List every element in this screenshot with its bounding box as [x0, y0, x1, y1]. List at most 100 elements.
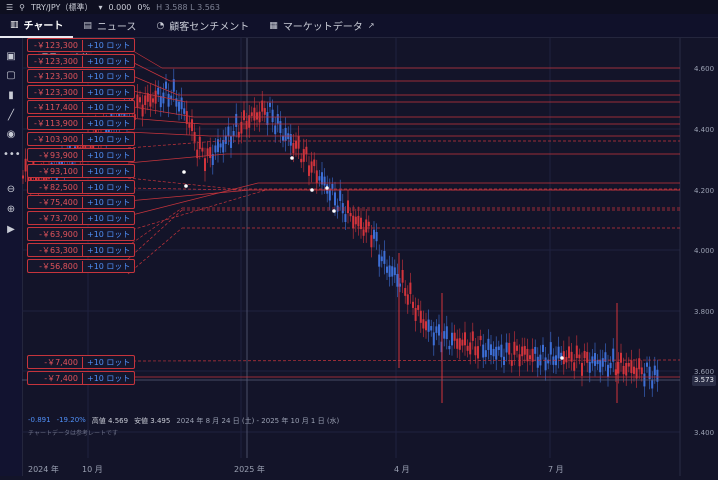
tab-news[interactable]: ▤ ニュース: [83, 20, 137, 34]
zoom-in-icon[interactable]: ⊕: [6, 204, 16, 215]
play-icon[interactable]: ▶: [7, 224, 15, 235]
tab-chart[interactable]: ▥ チャート: [0, 13, 74, 38]
order-label[interactable]: -￥113,900 +10 ロット: [27, 116, 136, 130]
candle: [185, 111, 188, 125]
zoom-out-icon[interactable]: ⊖: [6, 184, 16, 195]
market-data-icon: ▦: [269, 20, 278, 31]
candle: [651, 379, 654, 389]
candle: [458, 338, 461, 350]
more-icon[interactable]: •••: [3, 149, 21, 160]
order-label[interactable]: -￥7,400 +10 ロット: [27, 355, 136, 369]
stats-line: -0.891 -19.20% 高値 4.569 安値 3.495 2024 年 …: [28, 416, 339, 426]
order-label[interactable]: -￥73,700 +10 ロット: [27, 211, 136, 225]
order-qty: +10 ロット: [87, 373, 131, 383]
candle: [167, 93, 170, 107]
candle: [253, 107, 256, 121]
candle: [328, 188, 331, 201]
candle: [144, 95, 147, 105]
candle: [495, 346, 498, 360]
candle: [529, 355, 531, 360]
order-label[interactable]: -￥82,500 +10 ロット: [27, 180, 136, 194]
order-label[interactable]: -￥123,300 +10 ロット: [27, 54, 136, 68]
dropdown-icon[interactable]: ▾: [98, 2, 103, 12]
order-pl: -￥63,300: [28, 244, 83, 256]
tab-market-data[interactable]: ▦ マーケットデータ ↗: [269, 20, 375, 34]
candle: [318, 176, 321, 181]
order-qty: +10 ロット: [87, 357, 131, 367]
candle: [201, 147, 204, 152]
order-qty: +10 ロット: [87, 213, 131, 223]
candle: [414, 307, 417, 321]
order-leader-line: [127, 73, 179, 96]
candle: [24, 158, 27, 172]
order-leader-line: [127, 131, 211, 137]
candle: [591, 356, 594, 364]
symbol-label[interactable]: TRY/JPY（標準）: [31, 2, 93, 12]
candle: [300, 158, 303, 163]
candle: [427, 319, 430, 332]
eye-icon[interactable]: ◉: [6, 129, 16, 140]
candle: [305, 146, 308, 155]
candle: [612, 348, 615, 362]
candle: [653, 365, 656, 376]
candle: [432, 332, 435, 346]
order-label[interactable]: -￥75,400 +10 ロット: [27, 195, 136, 209]
entry-marker: [310, 188, 314, 192]
candle: [438, 324, 440, 336]
x-tick: 2025 年: [234, 465, 265, 474]
candle: [555, 355, 557, 366]
order-label[interactable]: -￥123,300 +10 ロット: [27, 69, 136, 83]
candle: [425, 321, 427, 331]
candle: [586, 351, 589, 363]
order-label[interactable]: -￥63,900 +10 ロット: [27, 227, 136, 241]
order-label[interactable]: -￥63,300 +10 ロット: [27, 243, 136, 257]
candle: [461, 339, 464, 346]
candle: [222, 140, 225, 153]
candle: [562, 351, 565, 365]
tab-bar: ▥ チャート ▤ ニュース ◔ 顧客センチメント ▦ マーケットデータ ↗: [0, 14, 718, 38]
order-label[interactable]: -￥117,400 +10 ロット: [27, 100, 136, 114]
candle: [266, 112, 269, 125]
bar-chart-icon[interactable]: ▮: [8, 90, 14, 101]
search-icon[interactable]: ⚲: [19, 2, 26, 12]
candle: [609, 362, 612, 369]
candle: [565, 356, 568, 363]
order-pl: -￥73,700: [28, 212, 83, 224]
candle: [542, 344, 544, 352]
tab-sentiment[interactable]: ◔ 顧客センチメント: [156, 20, 250, 34]
candle: [344, 214, 347, 223]
order-label[interactable]: -￥123,300 +10 ロット: [27, 85, 136, 99]
candle: [71, 162, 74, 166]
order-label[interactable]: -￥123,300 +10 ロット: [27, 38, 136, 52]
candle: [183, 108, 186, 114]
indicator-icon[interactable]: ▣: [6, 51, 16, 62]
candle: [354, 216, 357, 225]
order-label[interactable]: -￥7,400 +10 ロット: [27, 371, 136, 385]
order-qty: +10 ロット: [87, 182, 131, 192]
candle: [204, 158, 206, 172]
order-label[interactable]: -￥103,900 +10 ロット: [27, 132, 136, 146]
hamburger-icon[interactable]: ☰: [6, 2, 14, 12]
order-label[interactable]: -￥93,900 +10 ロット: [27, 148, 136, 162]
order-pl: -￥113,900: [28, 117, 83, 129]
order-label[interactable]: -￥93,100 +10 ロット: [27, 164, 136, 178]
order-qty: +10 ロット: [87, 229, 131, 239]
candle: [152, 98, 154, 103]
top-bar: ☰ ⚲ TRY/JPY（標準） ▾ 0.000 0% H 3.588 L 3.5…: [0, 0, 718, 14]
candle: [159, 96, 162, 108]
order-label[interactable]: -￥56,800 +10 ロット: [27, 259, 136, 273]
candle: [445, 326, 448, 340]
candle: [500, 344, 503, 358]
candle: [482, 344, 485, 358]
chart-icon: ▥: [10, 19, 19, 30]
candle: [321, 172, 323, 185]
template-icon[interactable]: ▢: [6, 70, 16, 81]
order-pl: -￥123,300: [28, 70, 83, 82]
candle: [466, 345, 469, 351]
candle: [339, 189, 342, 201]
candle: [575, 345, 578, 359]
pen-icon[interactable]: ╱: [7, 110, 15, 121]
candle: [464, 332, 466, 346]
candle: [453, 332, 456, 341]
order-qty: +10 ロット: [87, 118, 131, 128]
